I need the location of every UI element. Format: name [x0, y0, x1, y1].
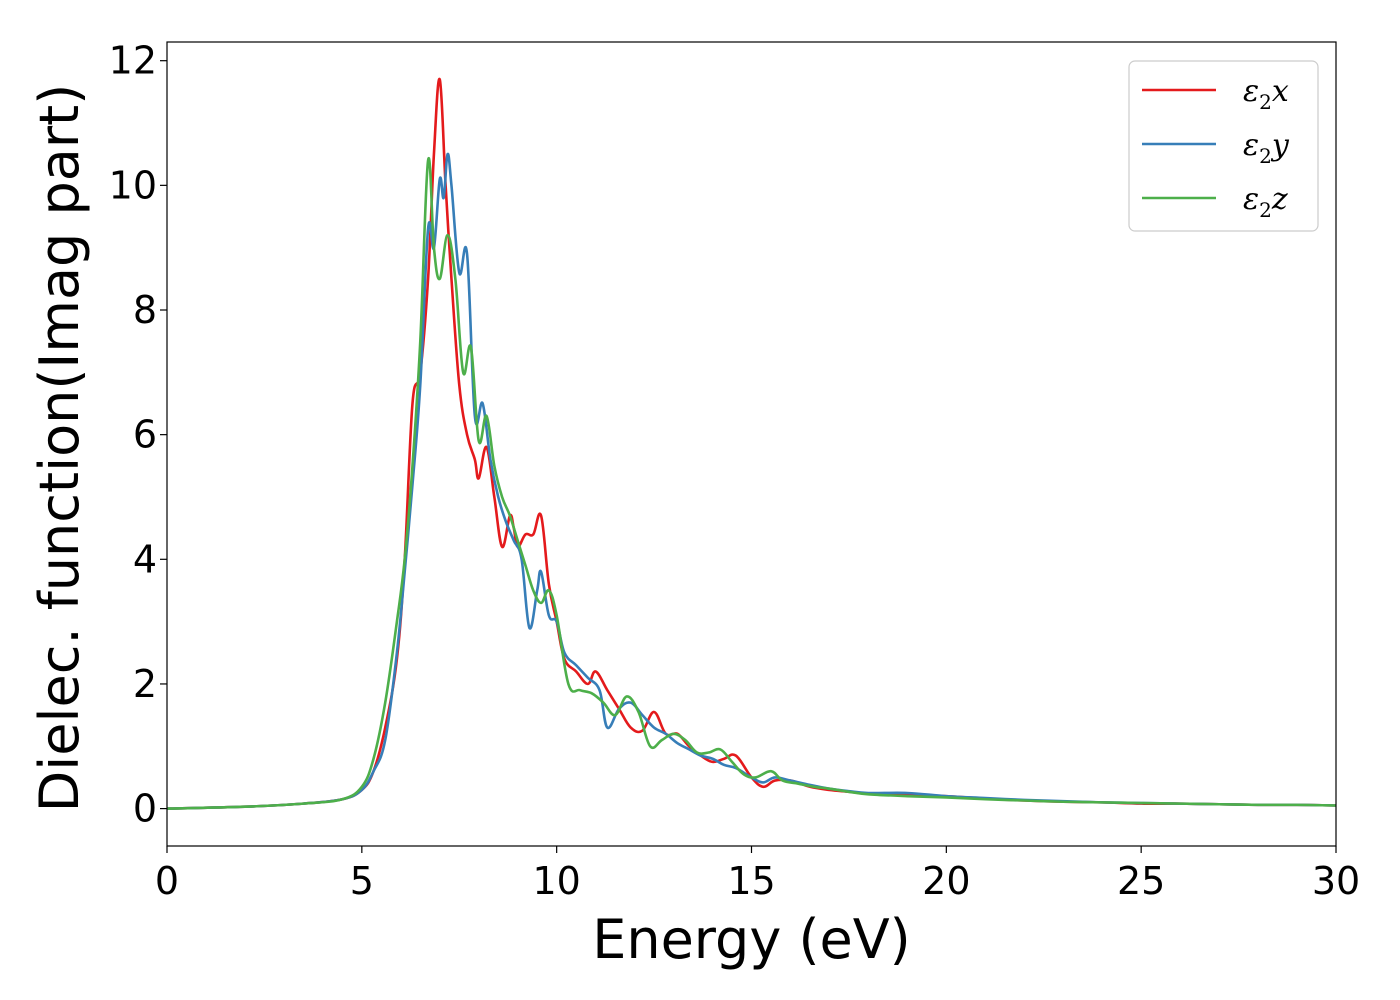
y-axis-label: Dielec. function(Imag part) [28, 84, 91, 813]
legend-label-z: ε2z [1243, 182, 1288, 222]
y-axis: 0 2 4 6 8 10 12 [109, 39, 167, 831]
x-tick-label: 30 [1312, 859, 1360, 903]
legend: ε2x ε2y ε2z [1128, 60, 1319, 232]
y-tick-label: 6 [133, 413, 157, 457]
y-tick-label: 8 [133, 288, 157, 332]
x-tick-label: 15 [727, 859, 775, 903]
x-tick-label: 25 [1117, 859, 1165, 903]
y-tick-label: 0 [133, 787, 157, 831]
series-line-y [167, 152, 1336, 810]
x-tick-label: 10 [532, 859, 580, 903]
x-tick-label: 0 [155, 859, 179, 903]
legend-label-x: ε2x [1243, 74, 1289, 114]
legend-label-y: ε2y [1243, 128, 1290, 168]
y-tick-label: 2 [133, 662, 157, 706]
x-axis: 0 5 10 15 20 25 30 [155, 846, 1360, 903]
series-line-z [167, 156, 1336, 810]
y-tick-label: 12 [109, 39, 157, 83]
legend-box [1128, 60, 1319, 232]
series-layer [167, 77, 1336, 810]
x-tick-label: 20 [922, 859, 970, 903]
x-axis-label: Energy (eV) [592, 908, 911, 971]
y-tick-label: 10 [109, 163, 157, 207]
y-tick-label: 4 [133, 537, 157, 581]
x-tick-label: 5 [350, 859, 374, 903]
